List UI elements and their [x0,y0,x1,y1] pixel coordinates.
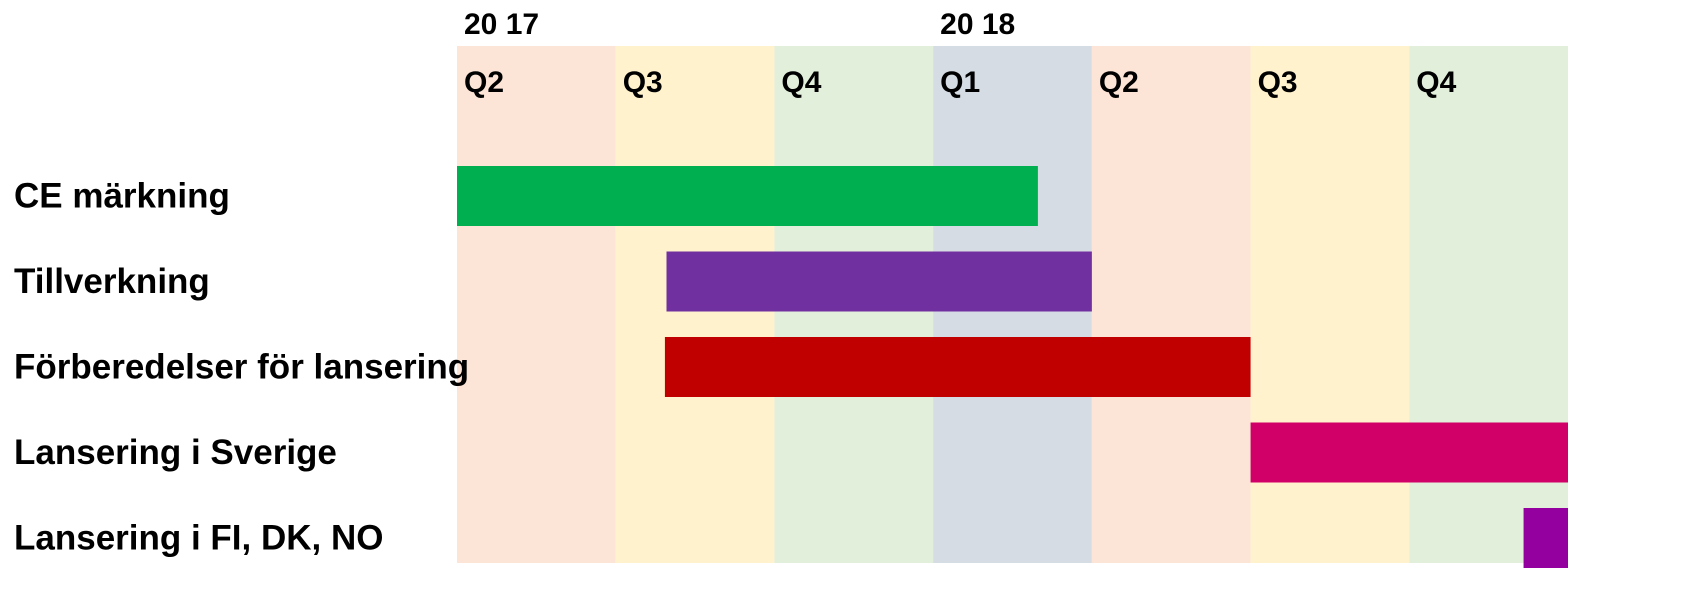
task-label: Lansering i Sverige [14,433,337,472]
quarter-band [457,46,616,563]
task-bar [664,337,1251,397]
quarter-label: Q3 [1258,66,1298,99]
task-label: Lansering i FI, DK, NO [14,518,383,557]
quarter-label: Q1 [940,66,980,99]
quarter-band [1250,46,1410,563]
quarter-label: Q2 [464,66,504,99]
year-label: 20 17 [464,8,539,41]
quarter-label: Q4 [781,66,821,99]
year-label: 20 18 [940,8,1015,41]
task-label: Förberedelser för lansering [14,347,469,386]
quarter-label: Q2 [1099,66,1139,99]
task-bar [457,166,1038,226]
quarter-band [1091,46,1251,563]
task-bar [1523,508,1568,568]
quarter-label: Q3 [623,66,663,99]
task-label: CE märkning [14,176,230,215]
quarter-label: Q4 [1416,66,1456,99]
task-label: Tillverkning [14,262,210,301]
quarter-band [1409,46,1568,563]
bars [457,166,1568,568]
quarter-bands [457,46,1568,563]
task-bar [666,251,1092,312]
task-bar [1250,422,1568,483]
labels: Q2 20 17 Q3 Q4 Q1 20 18 Q2 Q3 Q4 CE märkning Tillv… [14,8,1457,557]
